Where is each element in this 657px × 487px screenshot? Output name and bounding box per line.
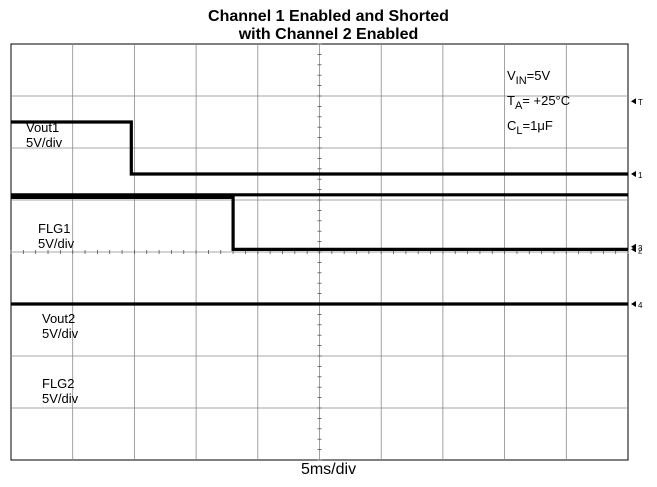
trace-vout1 (11, 120, 628, 176)
scope-traces (11, 120, 628, 306)
channel-ground-marker (631, 243, 636, 250)
trace-name-label: Vout1 (26, 120, 59, 135)
condition-vin: VIN=5V (507, 68, 550, 87)
scope-grid (10, 43, 629, 461)
condition-ta: TA= +25°C (507, 93, 570, 112)
channel-number: 3 (638, 244, 643, 253)
channel-number: 1 (638, 171, 643, 180)
trace-name-label: FLG2 (42, 376, 75, 391)
channel-number: 2 (638, 246, 643, 255)
channel-markers: 1 23 4 T (631, 98, 643, 310)
trace-labels: Vout15V/divFLG15V/divVout25V/divFLG25V/d… (26, 120, 79, 406)
channel-ground-marker (631, 301, 636, 307)
trace-name-label: FLG1 (38, 221, 71, 236)
trace-scale-label: 5V/div (42, 326, 79, 341)
x-axis-scale-label: 5ms/div (300, 461, 357, 478)
trace-scale-label: 5V/div (26, 135, 63, 150)
trace-scale-label: 5V/div (38, 236, 75, 251)
trigger-marker (631, 98, 636, 105)
trace-flg1 (11, 195, 628, 251)
trace-scale-label: 5V/div (42, 391, 79, 406)
trace-name-label: Vout2 (42, 311, 75, 326)
channel-ground-marker (631, 171, 636, 177)
channel-number: 4 (638, 301, 643, 310)
trigger-label: T (638, 98, 643, 107)
test-conditions: VIN=5V TA= +25°C CL=1μF (507, 68, 570, 137)
chart-title: Channel 1 Enabled and Shorted (208, 8, 449, 25)
condition-cl: CL=1μF (507, 118, 553, 137)
chart-subtitle: with Channel 2 Enabled (238, 26, 419, 43)
